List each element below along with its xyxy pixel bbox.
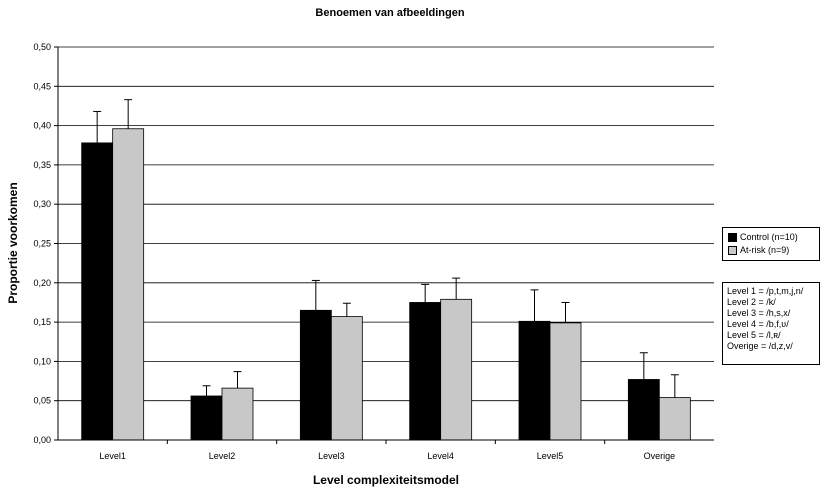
legend: Control (n=10) At-risk (n=9) <box>722 227 820 261</box>
note-level-3: Level 3 = /h,s,x/ <box>727 308 791 318</box>
bar-at-risk <box>330 316 363 441</box>
bars <box>81 128 691 441</box>
x-tick-label: Level5 <box>537 451 564 461</box>
bar-control <box>299 309 332 441</box>
x-axis-title: Level complexiteitsmodel <box>313 473 459 487</box>
y-axis-title: Proportie voorkomen <box>6 182 20 303</box>
y-tick-label: 0,15 <box>33 317 51 327</box>
bar-at-risk <box>112 128 145 441</box>
bar-at-risk <box>549 322 582 441</box>
y-tick-label: 0,00 <box>33 435 51 445</box>
bar-at-risk <box>440 298 473 441</box>
y-tick-label: 0,45 <box>33 81 51 91</box>
y-tick-label: 0,30 <box>33 199 51 209</box>
legend-label-control: Control (n=10) <box>740 232 798 242</box>
chart-title: Benoemen van afbeeldingen <box>315 7 464 19</box>
note-level-2: Level 2 = /k/ <box>727 297 776 307</box>
error-bars <box>93 99 679 398</box>
y-tick-label: 0,10 <box>33 356 51 366</box>
legend-label-at-risk: At-risk (n=9) <box>740 245 790 255</box>
x-tick-label: Overige <box>644 451 676 461</box>
legend-swatch-at-risk <box>728 246 737 255</box>
bar-control <box>627 379 660 441</box>
y-tick-label: 0,40 <box>33 121 51 131</box>
x-tick-label: Level2 <box>209 451 236 461</box>
y-tick-label: 0,25 <box>33 239 51 249</box>
x-tick-label: Level4 <box>427 451 454 461</box>
note-level-1: Level 1 = /p,t,m,j,n/ <box>727 286 804 296</box>
bar-at-risk <box>658 397 691 441</box>
legend-entry-at-risk: At-risk (n=9) <box>728 244 819 257</box>
y-tick-label: 0,05 <box>33 396 51 406</box>
gridlines <box>58 46 714 402</box>
x-axis-ticks: Level1 Level2 Level3 Level4 Level5 Overige <box>99 440 675 461</box>
bar-control <box>409 302 442 441</box>
legend-swatch-control <box>728 233 737 242</box>
note-level-4: Level 4 = /b,f,ʋ/ <box>727 319 789 329</box>
note-level-5: Level 5 = /l,ʀ/ <box>727 330 781 340</box>
legend-entry-control: Control (n=10) <box>728 231 819 244</box>
level-notes-box: Level 1 = /p,t,m,j,n/ Level 2 = /k/ Leve… <box>722 282 820 365</box>
bar-control <box>190 395 223 441</box>
bar-at-risk <box>221 387 254 441</box>
x-tick-label: Level1 <box>99 451 126 461</box>
x-tick-label: Level3 <box>318 451 345 461</box>
note-overige: Overige = /d,z,v/ <box>727 341 793 351</box>
bar-control <box>518 320 551 441</box>
bar-control <box>81 142 114 441</box>
y-tick-label: 0,35 <box>33 160 51 170</box>
y-axis-ticks: 0,00 0,05 0,10 0,15 0,20 0,25 0,30 0,35 0,40 0,45… <box>33 42 58 445</box>
y-tick-label: 0,20 <box>33 278 51 288</box>
y-tick-label: 0,50 <box>33 42 51 52</box>
